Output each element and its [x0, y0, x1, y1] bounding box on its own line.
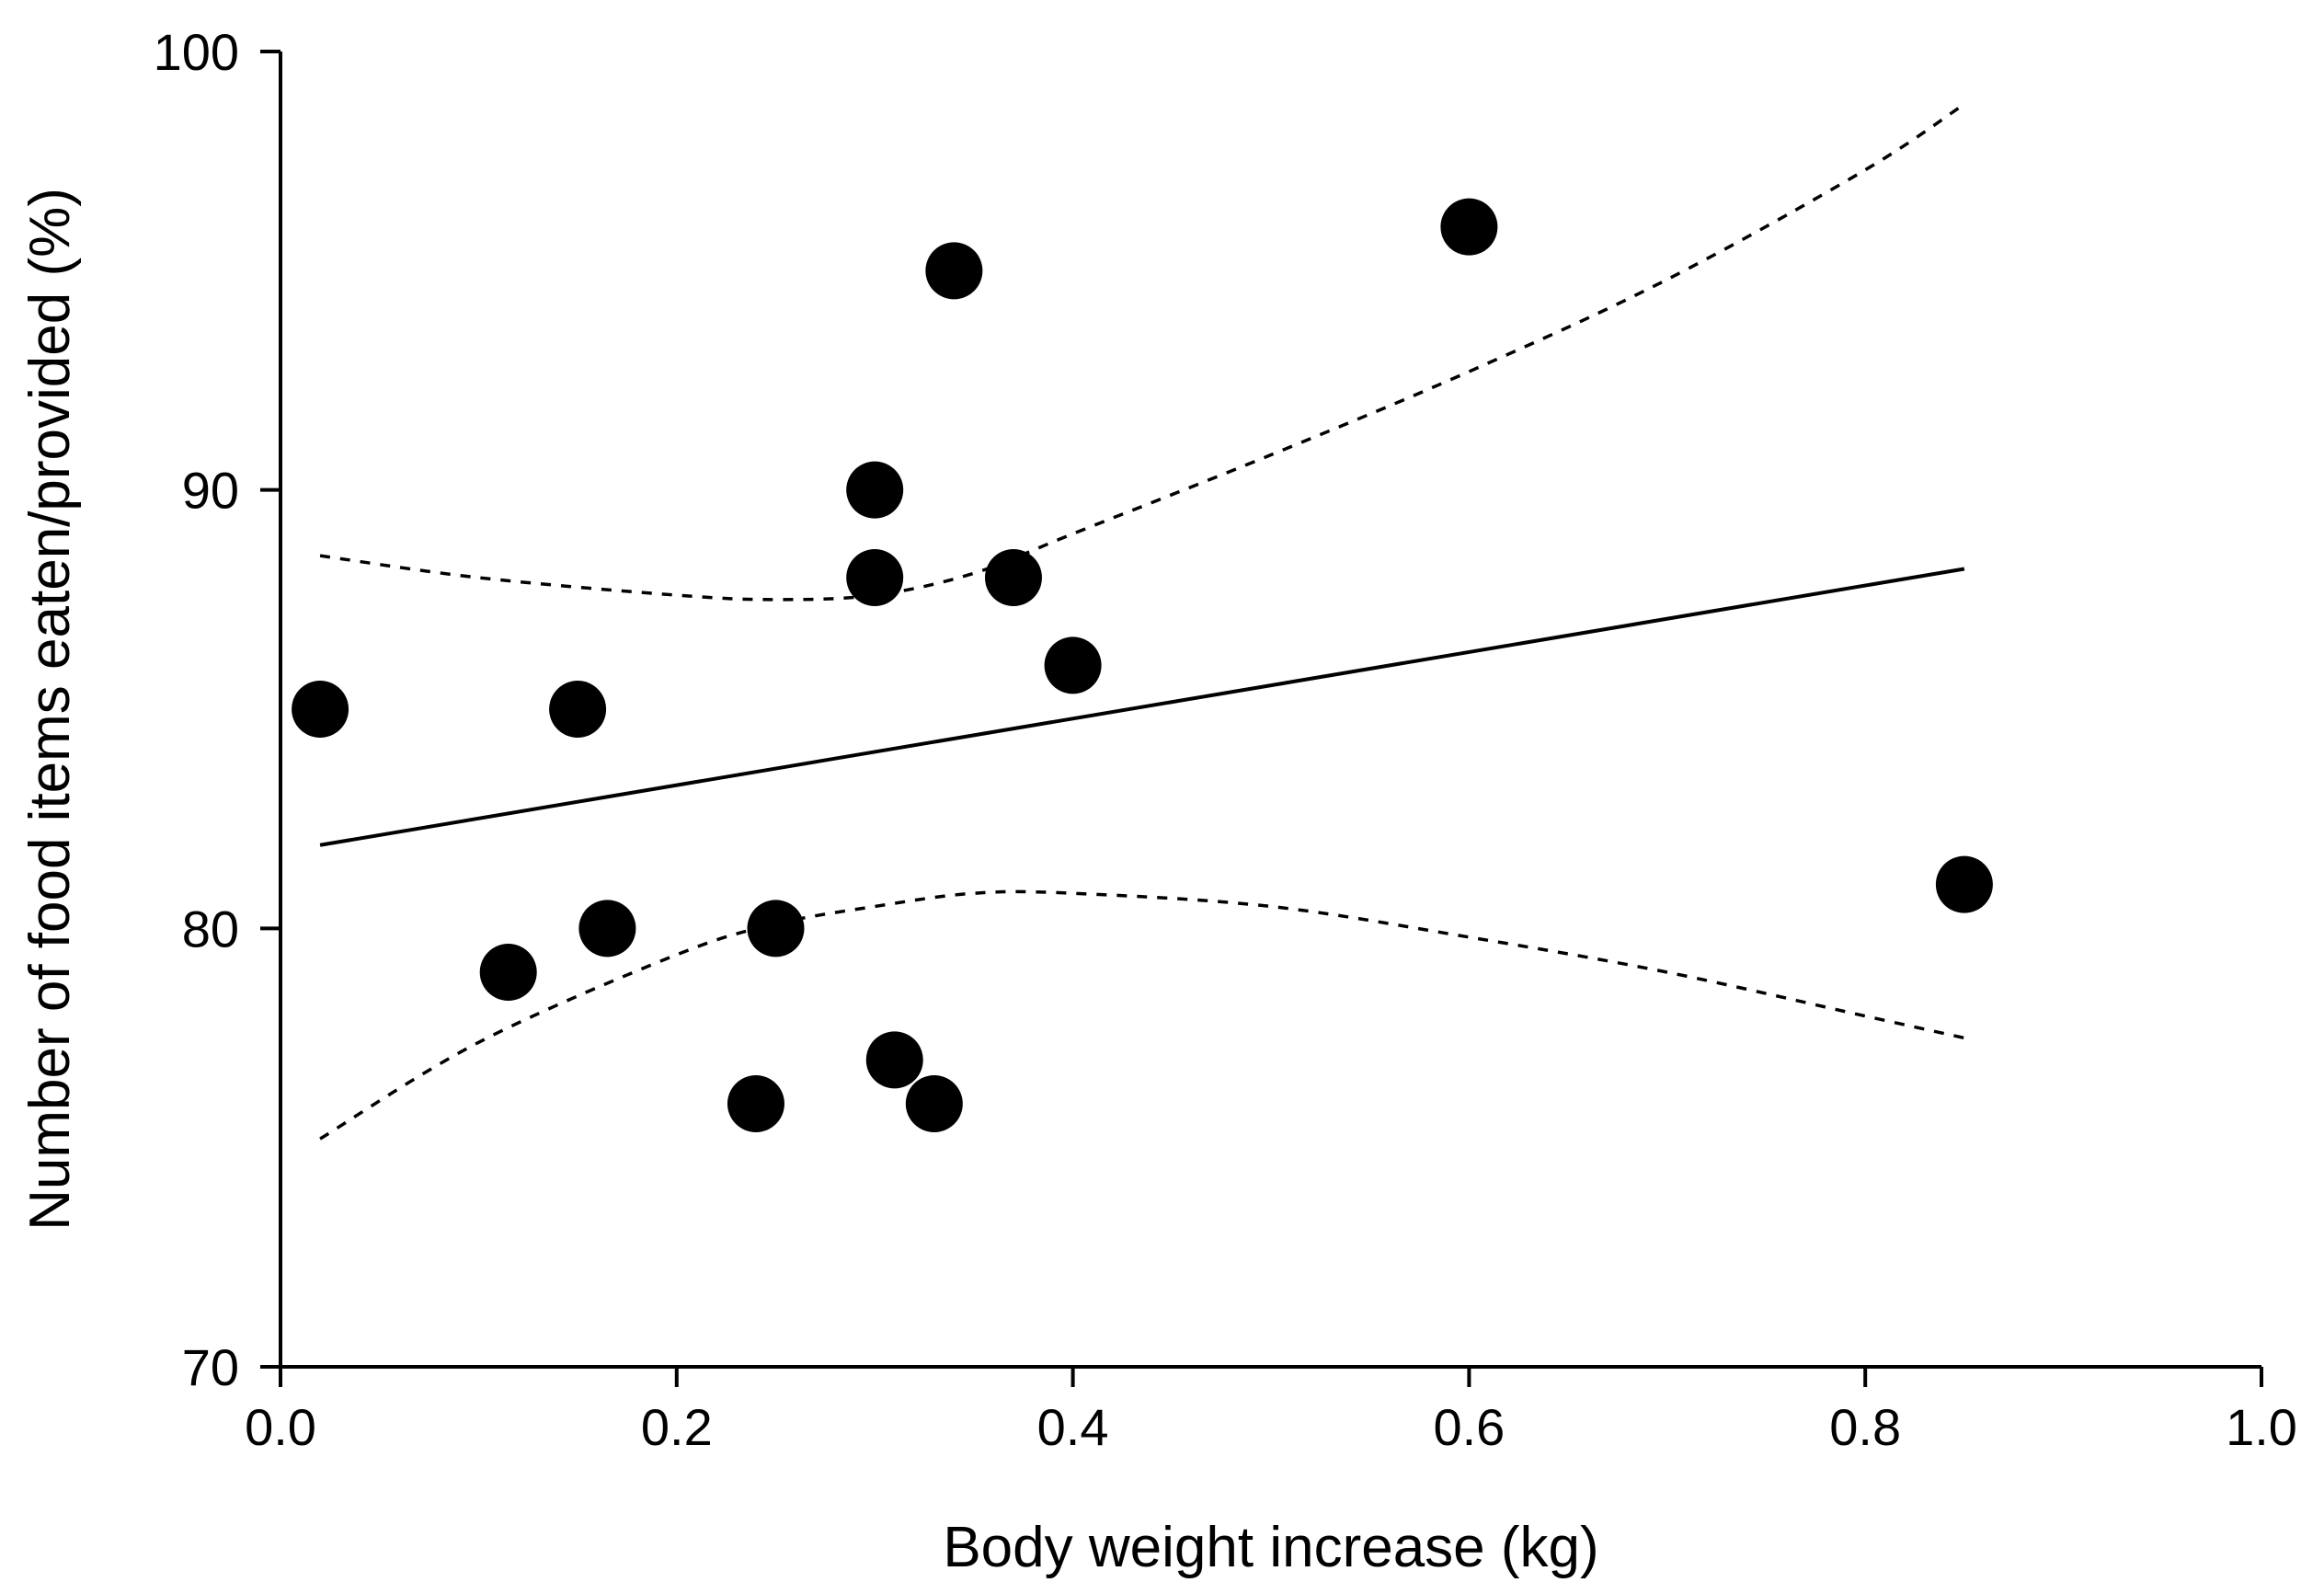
ci-upper-curve: [319, 102, 1965, 602]
confidence-interval: [319, 102, 1965, 1141]
y-tick-label: 70: [182, 1338, 239, 1396]
y-tick-label: 100: [154, 23, 239, 81]
x-axis-label: Body weight increase (kg): [943, 1516, 1598, 1579]
data-point: [984, 549, 1042, 606]
data-point: [846, 549, 904, 606]
y-axis-label: Number of food items eaten/provided (%): [18, 188, 82, 1231]
regression-line-group: [319, 567, 1965, 847]
data-points: [292, 198, 1993, 1132]
data-point: [578, 900, 636, 958]
y-tick-label: 90: [182, 462, 239, 520]
data-point: [1044, 636, 1102, 694]
data-point: [479, 944, 537, 1001]
data-point: [727, 1075, 784, 1132]
y-axis: 70 80 90 100 Number of food items eaten/pro…: [18, 23, 282, 1396]
data-point: [1935, 855, 1993, 913]
x-tick-label: 0.0: [245, 1398, 316, 1456]
ci-lower-curve: [319, 889, 1965, 1141]
data-point: [549, 681, 607, 738]
y-tick-label: 80: [182, 900, 239, 958]
data-point: [292, 681, 349, 738]
data-point: [905, 1075, 963, 1132]
x-tick-label: 0.8: [1829, 1398, 1901, 1456]
x-axis: 0.0 0.2 0.4 0.6 0.8 1.0 Body weight increase …: [245, 1365, 2297, 1579]
data-point: [747, 900, 805, 958]
x-tick-label: 1.0: [2226, 1398, 2297, 1456]
data-point: [925, 242, 983, 300]
data-point: [865, 1031, 923, 1089]
data-point: [1440, 198, 1498, 256]
data-point: [846, 461, 904, 519]
x-tick-label: 0.2: [641, 1398, 713, 1456]
x-tick-label: 0.4: [1037, 1398, 1109, 1456]
regression-line: [319, 567, 1965, 847]
x-tick-label: 0.6: [1433, 1398, 1505, 1456]
